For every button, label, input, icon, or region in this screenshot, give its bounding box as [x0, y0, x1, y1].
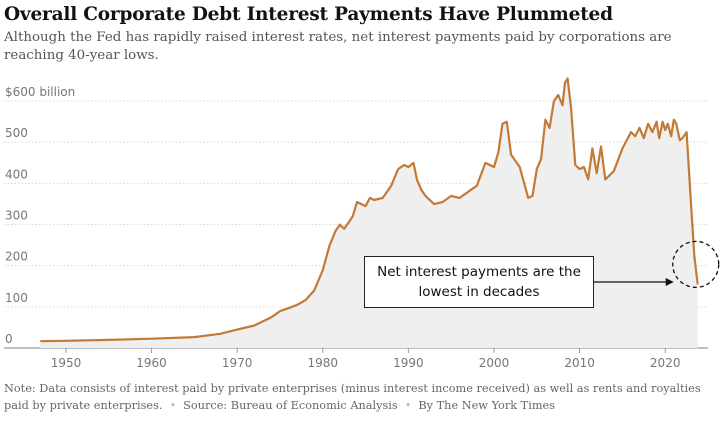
- annotation-arrowhead: [665, 278, 674, 286]
- separator-dot: •: [169, 398, 177, 412]
- annotation-callout: Net interest payments are the lowest in …: [364, 256, 594, 308]
- x-tick-label: 2020: [650, 356, 681, 370]
- separator-dot: •: [404, 398, 412, 412]
- x-tick-label: 2010: [564, 356, 595, 370]
- y-tick-label: 100: [5, 291, 28, 305]
- annotation-circle: [672, 240, 720, 289]
- x-axis-ticks: 1950 1960 1970 1980 1990 2000 2010 2020: [51, 348, 681, 370]
- x-tick-label: 1970: [222, 356, 253, 370]
- x-tick-label: 1960: [136, 356, 167, 370]
- annotation-marker: [594, 240, 720, 289]
- y-tick-label: 400: [5, 167, 28, 181]
- y-tick-label: $600 billion: [5, 85, 75, 99]
- annotation-text: Net interest payments are the lowest in …: [377, 264, 581, 300]
- source-text: Source: Bureau of Economic Analysis: [183, 398, 398, 412]
- chart-subtitle: Although the Fed has rapidly raised inte…: [4, 30, 672, 63]
- note-text: Note: Data consists of interest paid by …: [4, 382, 701, 412]
- y-tick-label: 300: [5, 209, 28, 223]
- x-tick-label: 1990: [393, 356, 424, 370]
- chart-title: Overall Corporate Debt Interest Payments…: [4, 4, 613, 25]
- x-tick-label: 1980: [308, 356, 339, 370]
- y-tick-label: 200: [5, 250, 28, 264]
- x-tick-label: 2000: [479, 356, 510, 370]
- series-line: [40, 77, 699, 343]
- y-tick-label: 500: [5, 126, 28, 140]
- chart-canvas: $600 billion 500 400 300 200 100 0 1950 1960 197…: [4, 77, 720, 370]
- x-tick-label: 1950: [51, 356, 82, 370]
- y-tick-label: 0: [5, 332, 13, 346]
- y-axis-ticks: $600 billion 500 400 300 200 100 0: [5, 85, 75, 346]
- chart-footnote: Note: Data consists of interest paid by …: [4, 381, 716, 414]
- credit-text: By The New York Times: [418, 398, 556, 412]
